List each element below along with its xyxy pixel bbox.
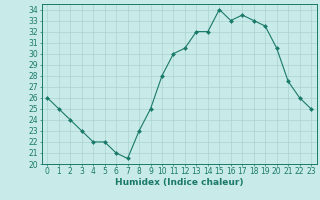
X-axis label: Humidex (Indice chaleur): Humidex (Indice chaleur) xyxy=(115,178,244,187)
